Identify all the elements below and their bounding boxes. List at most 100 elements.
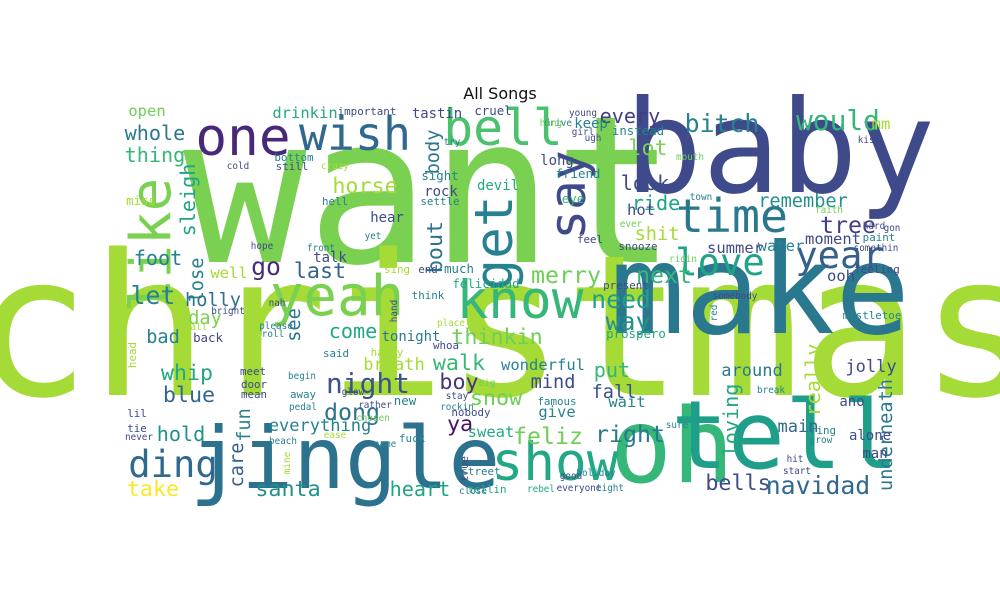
- word-sure: sure: [666, 420, 689, 431]
- word-hell: hell: [322, 195, 348, 208]
- word-cold: cold: [227, 161, 249, 172]
- word-say: say: [539, 150, 597, 240]
- word-lil: lil: [127, 407, 147, 420]
- word-bitch: bitch: [685, 109, 760, 138]
- word-next: next: [636, 262, 692, 289]
- word-really: really: [801, 344, 825, 417]
- word-come: come: [329, 319, 378, 343]
- word-way: way: [606, 307, 651, 336]
- word-bout: bout: [423, 221, 448, 273]
- word-take: take: [127, 477, 179, 502]
- word-girl: girl: [572, 127, 594, 138]
- word-get: get: [464, 195, 525, 290]
- word-tree: tree: [820, 212, 876, 239]
- word-devil: devil: [477, 178, 519, 194]
- word-everything: everything: [269, 416, 372, 436]
- word-know: know: [457, 270, 584, 331]
- word-hand: hand: [389, 300, 400, 322]
- word-want: want: [183, 73, 677, 311]
- word-settle: settle: [420, 195, 459, 208]
- word-felicidad: felicidad: [452, 276, 519, 291]
- word-alone: alone: [849, 428, 891, 444]
- word-make: make: [610, 218, 910, 363]
- word-feliz: feliz: [513, 423, 583, 450]
- word-well: well: [210, 264, 247, 282]
- word-hold: hold: [157, 422, 206, 446]
- word-kiss: kiss: [858, 135, 880, 146]
- word-show: show: [492, 432, 619, 493]
- word-bell: bell: [443, 99, 562, 157]
- word-beach: beach: [269, 436, 297, 447]
- word-navidad: navidad: [766, 471, 871, 500]
- word-mean: mean: [241, 388, 267, 401]
- word-somebody: somebody: [713, 291, 758, 302]
- word-underneath: underneath: [876, 379, 897, 491]
- word-man: man: [862, 446, 887, 462]
- chart-title: All Songs: [463, 84, 537, 103]
- word-ever: ever: [620, 219, 643, 230]
- word-nah: nah: [269, 298, 286, 309]
- word-back: back: [193, 330, 223, 345]
- word-end: end: [418, 263, 438, 276]
- word-like: like: [119, 178, 184, 312]
- word-ooh: ooh: [827, 267, 855, 285]
- word-wait: wait: [608, 393, 645, 411]
- word-every: every: [600, 104, 661, 128]
- word-bright: bright: [211, 306, 245, 317]
- word-snooze: snooze: [618, 240, 657, 253]
- word-much: much: [444, 261, 474, 276]
- word-paint: paint: [863, 231, 896, 244]
- word-hang: hang: [540, 118, 562, 129]
- word-begin: begin: [288, 371, 316, 382]
- word-famous: famous: [537, 395, 576, 408]
- word-whip: whip: [161, 361, 213, 386]
- word-fall: fall: [592, 382, 637, 403]
- word-said: said: [323, 347, 349, 360]
- word-ano: ano: [839, 394, 864, 410]
- word-water: water: [758, 237, 805, 255]
- word-rock: rock: [424, 184, 458, 200]
- word-important: important: [338, 105, 397, 118]
- word-mind: mind: [531, 372, 576, 393]
- word-rockin: rockin: [440, 402, 474, 413]
- word-new: new: [394, 393, 417, 408]
- word-give: give: [538, 403, 575, 421]
- word-love: love: [675, 240, 765, 284]
- word-walk: walk: [433, 351, 485, 376]
- word-ride: ride: [632, 191, 681, 215]
- word-holly: holly: [185, 290, 241, 311]
- word-try: try: [444, 137, 461, 148]
- word-tellin: tellin: [467, 483, 506, 496]
- word-wish: wish: [299, 107, 411, 161]
- word-snow: snow: [470, 386, 523, 411]
- word-let: let: [131, 281, 176, 310]
- word-right: right: [595, 421, 665, 448]
- word-baby: baby: [625, 73, 936, 223]
- word-hear: hear: [370, 210, 404, 226]
- word-sleigh: sleigh: [176, 164, 200, 237]
- word-somethin: somethin: [854, 243, 899, 254]
- word-feeling: feeling: [854, 263, 900, 276]
- word-chosen: chosen: [356, 413, 390, 424]
- word-keep: keep: [574, 116, 608, 132]
- word-heart: heart: [390, 477, 451, 501]
- word-young: young: [569, 108, 597, 119]
- word-would: would: [796, 104, 880, 137]
- word-body: body: [423, 130, 444, 175]
- word-happy: happy: [371, 346, 404, 359]
- word-fun: fun: [234, 408, 255, 442]
- word-miss: miss: [126, 193, 156, 208]
- word-dong: dong: [324, 399, 380, 426]
- word-never: never: [125, 432, 153, 443]
- word-sweat: sweat: [468, 423, 515, 441]
- word-eye: eye: [562, 191, 584, 206]
- word-blue: blue: [163, 383, 215, 408]
- word-wonderful: wonderful: [501, 356, 585, 374]
- word-lot: lot: [628, 136, 667, 161]
- word-rather: rather: [358, 400, 392, 411]
- word-merry: merry: [531, 262, 601, 289]
- word-main: main: [777, 417, 818, 437]
- word-whole: whole: [125, 121, 186, 145]
- word-glow: glow: [342, 387, 365, 398]
